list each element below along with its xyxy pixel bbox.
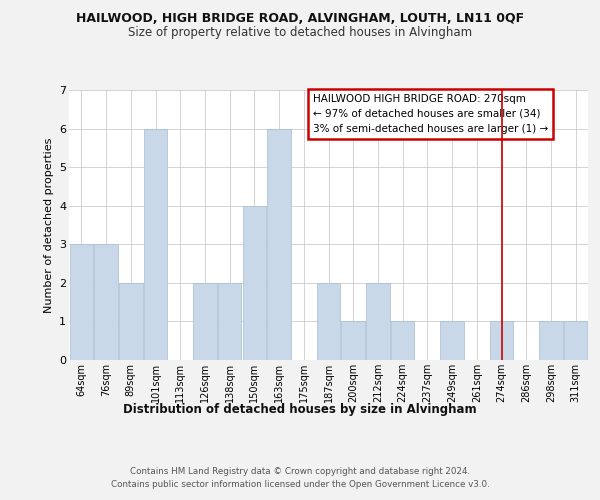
Text: Distribution of detached houses by size in Alvingham: Distribution of detached houses by size … (123, 402, 477, 415)
Bar (94, 244, 118, 360)
Bar (317, 283, 340, 360)
Bar (70, 244, 93, 360)
Bar (341, 322, 365, 360)
Bar (564, 322, 587, 360)
Text: HAILWOOD HIGH BRIDGE ROAD: 270sqm
← 97% of detached houses are smaller (34)
3% o: HAILWOOD HIGH BRIDGE ROAD: 270sqm ← 97% … (313, 94, 548, 134)
Bar (490, 322, 513, 360)
Bar (193, 283, 217, 360)
Text: Contains HM Land Registry data © Crown copyright and database right 2024.: Contains HM Land Registry data © Crown c… (130, 468, 470, 476)
Text: HAILWOOD, HIGH BRIDGE ROAD, ALVINGHAM, LOUTH, LN11 0QF: HAILWOOD, HIGH BRIDGE ROAD, ALVINGHAM, L… (76, 12, 524, 26)
Bar (144, 128, 167, 360)
Bar (119, 283, 143, 360)
Bar (242, 206, 266, 360)
Bar (218, 283, 241, 360)
Bar (268, 128, 291, 360)
Bar (366, 283, 389, 360)
Text: Contains public sector information licensed under the Open Government Licence v3: Contains public sector information licen… (110, 480, 490, 489)
Bar (391, 322, 415, 360)
Bar (440, 322, 464, 360)
Y-axis label: Number of detached properties: Number of detached properties (44, 138, 53, 312)
Text: Size of property relative to detached houses in Alvingham: Size of property relative to detached ho… (128, 26, 472, 39)
Bar (539, 322, 563, 360)
